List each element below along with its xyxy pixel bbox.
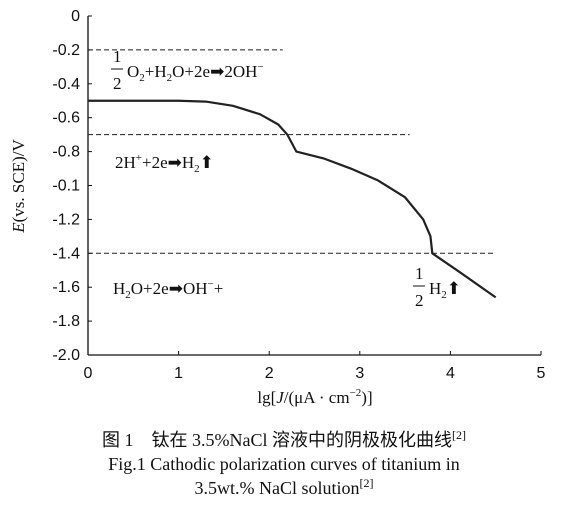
y-tick-label: -0.6 bbox=[52, 110, 80, 127]
caption: 3.5wt.% NaCl solution[2] bbox=[195, 476, 374, 498]
annotation: 2 bbox=[415, 291, 424, 310]
annotation: 1 bbox=[113, 47, 122, 66]
x-tick-label: 4 bbox=[446, 365, 455, 382]
caption: 图 1 钛在 3.5%NaCl 溶液中的阴极极化曲线[2] bbox=[102, 428, 466, 450]
y-tick-label: 0 bbox=[71, 8, 80, 25]
x-tick-label: 5 bbox=[537, 365, 546, 382]
annotation: 1 bbox=[415, 264, 424, 283]
y-axis-label: E(vs. SCE)/V bbox=[9, 139, 28, 234]
annotation: 2 bbox=[113, 74, 122, 93]
x-tick-label: 2 bbox=[265, 365, 274, 382]
x-tick-label: 1 bbox=[174, 365, 183, 382]
x-axis-label: lg[J/(μA · cm−2)] bbox=[257, 387, 372, 407]
y-tick-label: -2.0 bbox=[52, 347, 80, 364]
y-tick-label: -1.6 bbox=[52, 279, 80, 296]
y-tick-label: -0.1 bbox=[52, 178, 80, 195]
y-tick-label: -1.4 bbox=[52, 245, 80, 262]
annotation: O2+H2O+2e➡2OH− bbox=[127, 61, 264, 84]
annotation: H2O+2e➡OH−+ bbox=[113, 278, 223, 301]
annotation: 2H++2e➡H2⬆ bbox=[115, 152, 214, 175]
y-tick-label: -0.2 bbox=[52, 42, 80, 59]
y-tick-label: -1.8 bbox=[52, 313, 80, 330]
y-tick-label: -0.4 bbox=[52, 76, 80, 93]
annotation: H2⬆ bbox=[429, 279, 461, 301]
caption: Fig.1 Cathodic polarization curves of ti… bbox=[108, 454, 459, 474]
x-tick-label: 0 bbox=[84, 365, 93, 382]
y-tick-label: -1.2 bbox=[52, 211, 80, 228]
x-tick-label: 3 bbox=[355, 365, 364, 382]
y-tick-label: -0.8 bbox=[52, 144, 80, 161]
curve bbox=[88, 99, 497, 299]
